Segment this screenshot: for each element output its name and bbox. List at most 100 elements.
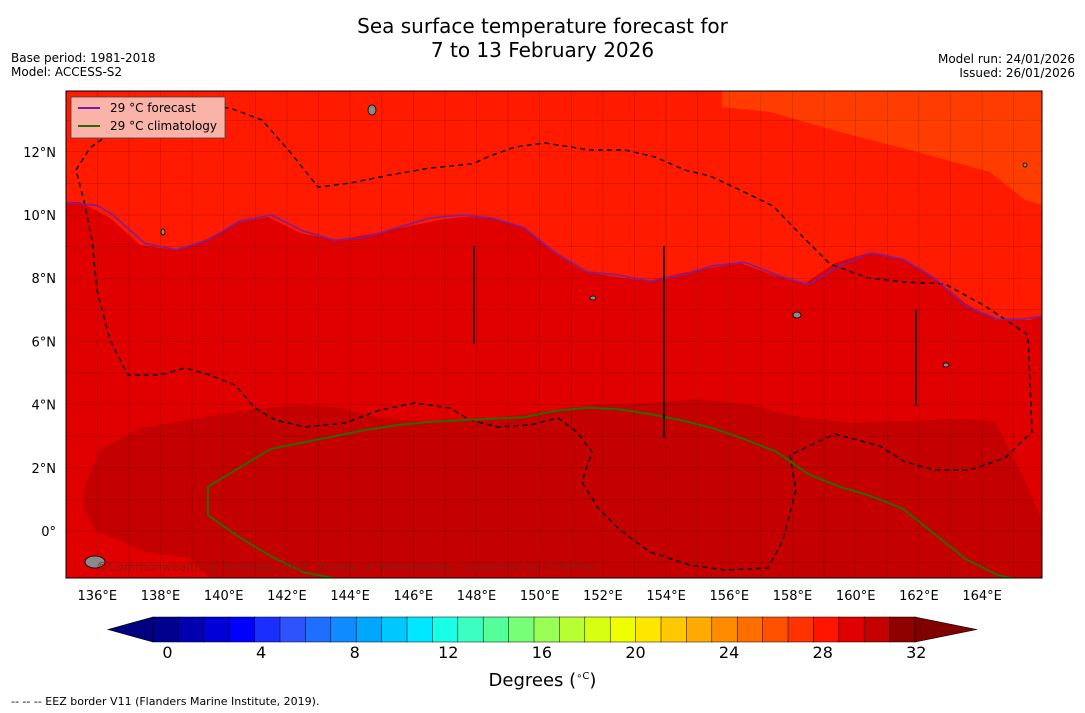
colorbar-tick-label: 4 (256, 643, 267, 662)
colorbar-title-prefix: Degrees ( (488, 670, 577, 691)
colorbar-segment (432, 616, 459, 643)
colorbar-segment (711, 616, 738, 643)
lon-tick-label: 162°E (899, 589, 939, 604)
map-title-line1: Sea surface temperature forecast for (357, 14, 728, 38)
colorbar-min-arrow (106, 616, 154, 643)
colorbar-segment (330, 616, 357, 643)
colorbar-tick-label: 8 (349, 643, 360, 662)
colorbar-segment (889, 616, 916, 643)
colorbar-segment (381, 616, 408, 643)
lon-tick-label: 158°E (773, 589, 813, 604)
lon-tick-label: 156°E (710, 589, 750, 604)
colorbar-segment (203, 616, 230, 643)
colorbar-segment (686, 616, 713, 643)
colorbar-tick-label: 20 (625, 643, 646, 662)
lon-tick-label: 138°E (141, 589, 181, 604)
colorbar-segment (228, 616, 256, 643)
island-shape (942, 362, 950, 368)
colorbar-segment (482, 616, 510, 643)
lon-tick-label: 146°E (394, 589, 434, 604)
lon-tick-label: 150°E (520, 589, 560, 604)
run-info: Model run: 24/01/2026 Issued: 26/01/2026 (938, 52, 1075, 80)
lon-tick-label: 164°E (962, 589, 1002, 604)
lat-tick-label: 0° (41, 525, 56, 540)
legend-forecast-label: 29 °C forecast (110, 101, 196, 115)
lon-tick-label: 148°E (457, 589, 497, 604)
colorbar-segment (813, 616, 840, 643)
lat-tick-label: 12°N (23, 146, 56, 161)
graticule (66, 91, 1042, 578)
lon-tick-label: 154°E (646, 589, 686, 604)
model-name: Model: ACCESS-S2 (11, 65, 123, 79)
island-shape (367, 104, 377, 116)
map-title-line2: 7 to 13 February 2026 (430, 38, 655, 62)
colorbar-tick-label: 0 (162, 643, 173, 662)
colorbar-segment (559, 616, 586, 643)
islands (84, 104, 1028, 569)
colorbar-segment (584, 616, 611, 643)
colorbar-segment (355, 616, 383, 643)
lon-tick-label: 140°E (204, 589, 244, 604)
colorbar-title-unit: ∘C (576, 671, 590, 682)
colorbar-segment (787, 616, 815, 643)
colorbar-segment (178, 616, 205, 643)
lat-tick-label: 2°N (32, 462, 57, 477)
island-shape (589, 295, 597, 301)
map-title: Sea surface temperature forecast for 7 t… (0, 14, 1085, 62)
colorbar-segment (838, 616, 865, 643)
colorbar-max-arrow (914, 616, 978, 643)
eez-border (75, 103, 1033, 571)
lon-tick-label: 152°E (583, 589, 623, 604)
lat-tick-label: 6°N (32, 335, 57, 350)
lon-tick-label: 144°E (330, 589, 370, 604)
island-shape (160, 228, 166, 236)
lon-tick-label: 142°E (267, 589, 307, 604)
eez-footnote: -- -- -- EEZ border V11 (Flanders Marine… (11, 695, 320, 708)
model-run: Model run: 24/01/2026 (937, 52, 1075, 66)
map-area: ©Commonwealth of Australia 2026, Bureau … (66, 91, 1042, 578)
climatology-29c-contour (206, 406, 1014, 578)
latitude-labels: 12°N 10°N 8°N 6°N 4°N 2°N 0° (23, 146, 56, 540)
lat-tick-label: 10°N (23, 209, 56, 224)
legend-box (70, 96, 226, 139)
colorbar-segment (736, 616, 764, 643)
colorbar-segment (279, 616, 307, 643)
issued-date: Issued: 26/01/2026 (959, 66, 1075, 80)
colorbar-segment (635, 616, 662, 643)
sst-region-31-32 (84, 399, 1042, 578)
map-frame (65, 90, 1043, 579)
map-legend: 29 °C forecast 29 °C climatology (70, 96, 226, 139)
colorbar-segment (152, 616, 180, 643)
colorbar (106, 616, 978, 643)
island-shape (1022, 162, 1028, 168)
colorbar-segment (457, 616, 484, 643)
lon-tick-label: 160°E (836, 589, 876, 604)
credit-text: ©Commonwealth of Australia 2026, Bureau … (96, 560, 598, 574)
colorbar-segment (533, 616, 561, 643)
colorbar-tick-label: 16 (531, 643, 553, 662)
colorbar-tick-label: 32 (906, 643, 927, 662)
forecast-29c-contour (66, 201, 1042, 321)
lat-tick-label: 4°N (32, 399, 57, 414)
colorbar-tick-label: 24 (718, 643, 740, 662)
sst-region-28-29 (722, 91, 1042, 205)
colorbar-segment (660, 616, 688, 643)
legend-climatology-label: 29 °C climatology (110, 119, 217, 133)
lon-tick-label: 136°E (78, 589, 118, 604)
island-shape (792, 311, 802, 319)
colorbar-tick-label: 12 (438, 643, 459, 662)
colorbar-segment (863, 616, 891, 643)
colorbar-segment (406, 616, 434, 643)
base-period: Base period: 1981-2018 (11, 51, 156, 65)
colorbar-segment (609, 616, 637, 643)
colorbar-segment (508, 616, 535, 643)
island-shape (84, 555, 106, 569)
colorbar-segment (762, 616, 789, 643)
colorbar-title-suffix: ) (589, 670, 597, 691)
base-info: Base period: 1981-2018 Model: ACCESS-S2 (11, 51, 156, 79)
colorbar-segment (305, 616, 332, 643)
colorbar-tick-label: 28 (812, 643, 833, 662)
colorbar-title: Degrees (∘C) (0, 670, 1085, 691)
longitude-labels: 136°E 138°E 140°E 142°E 144°E 146°E 148°E 150°E… (78, 589, 1002, 604)
